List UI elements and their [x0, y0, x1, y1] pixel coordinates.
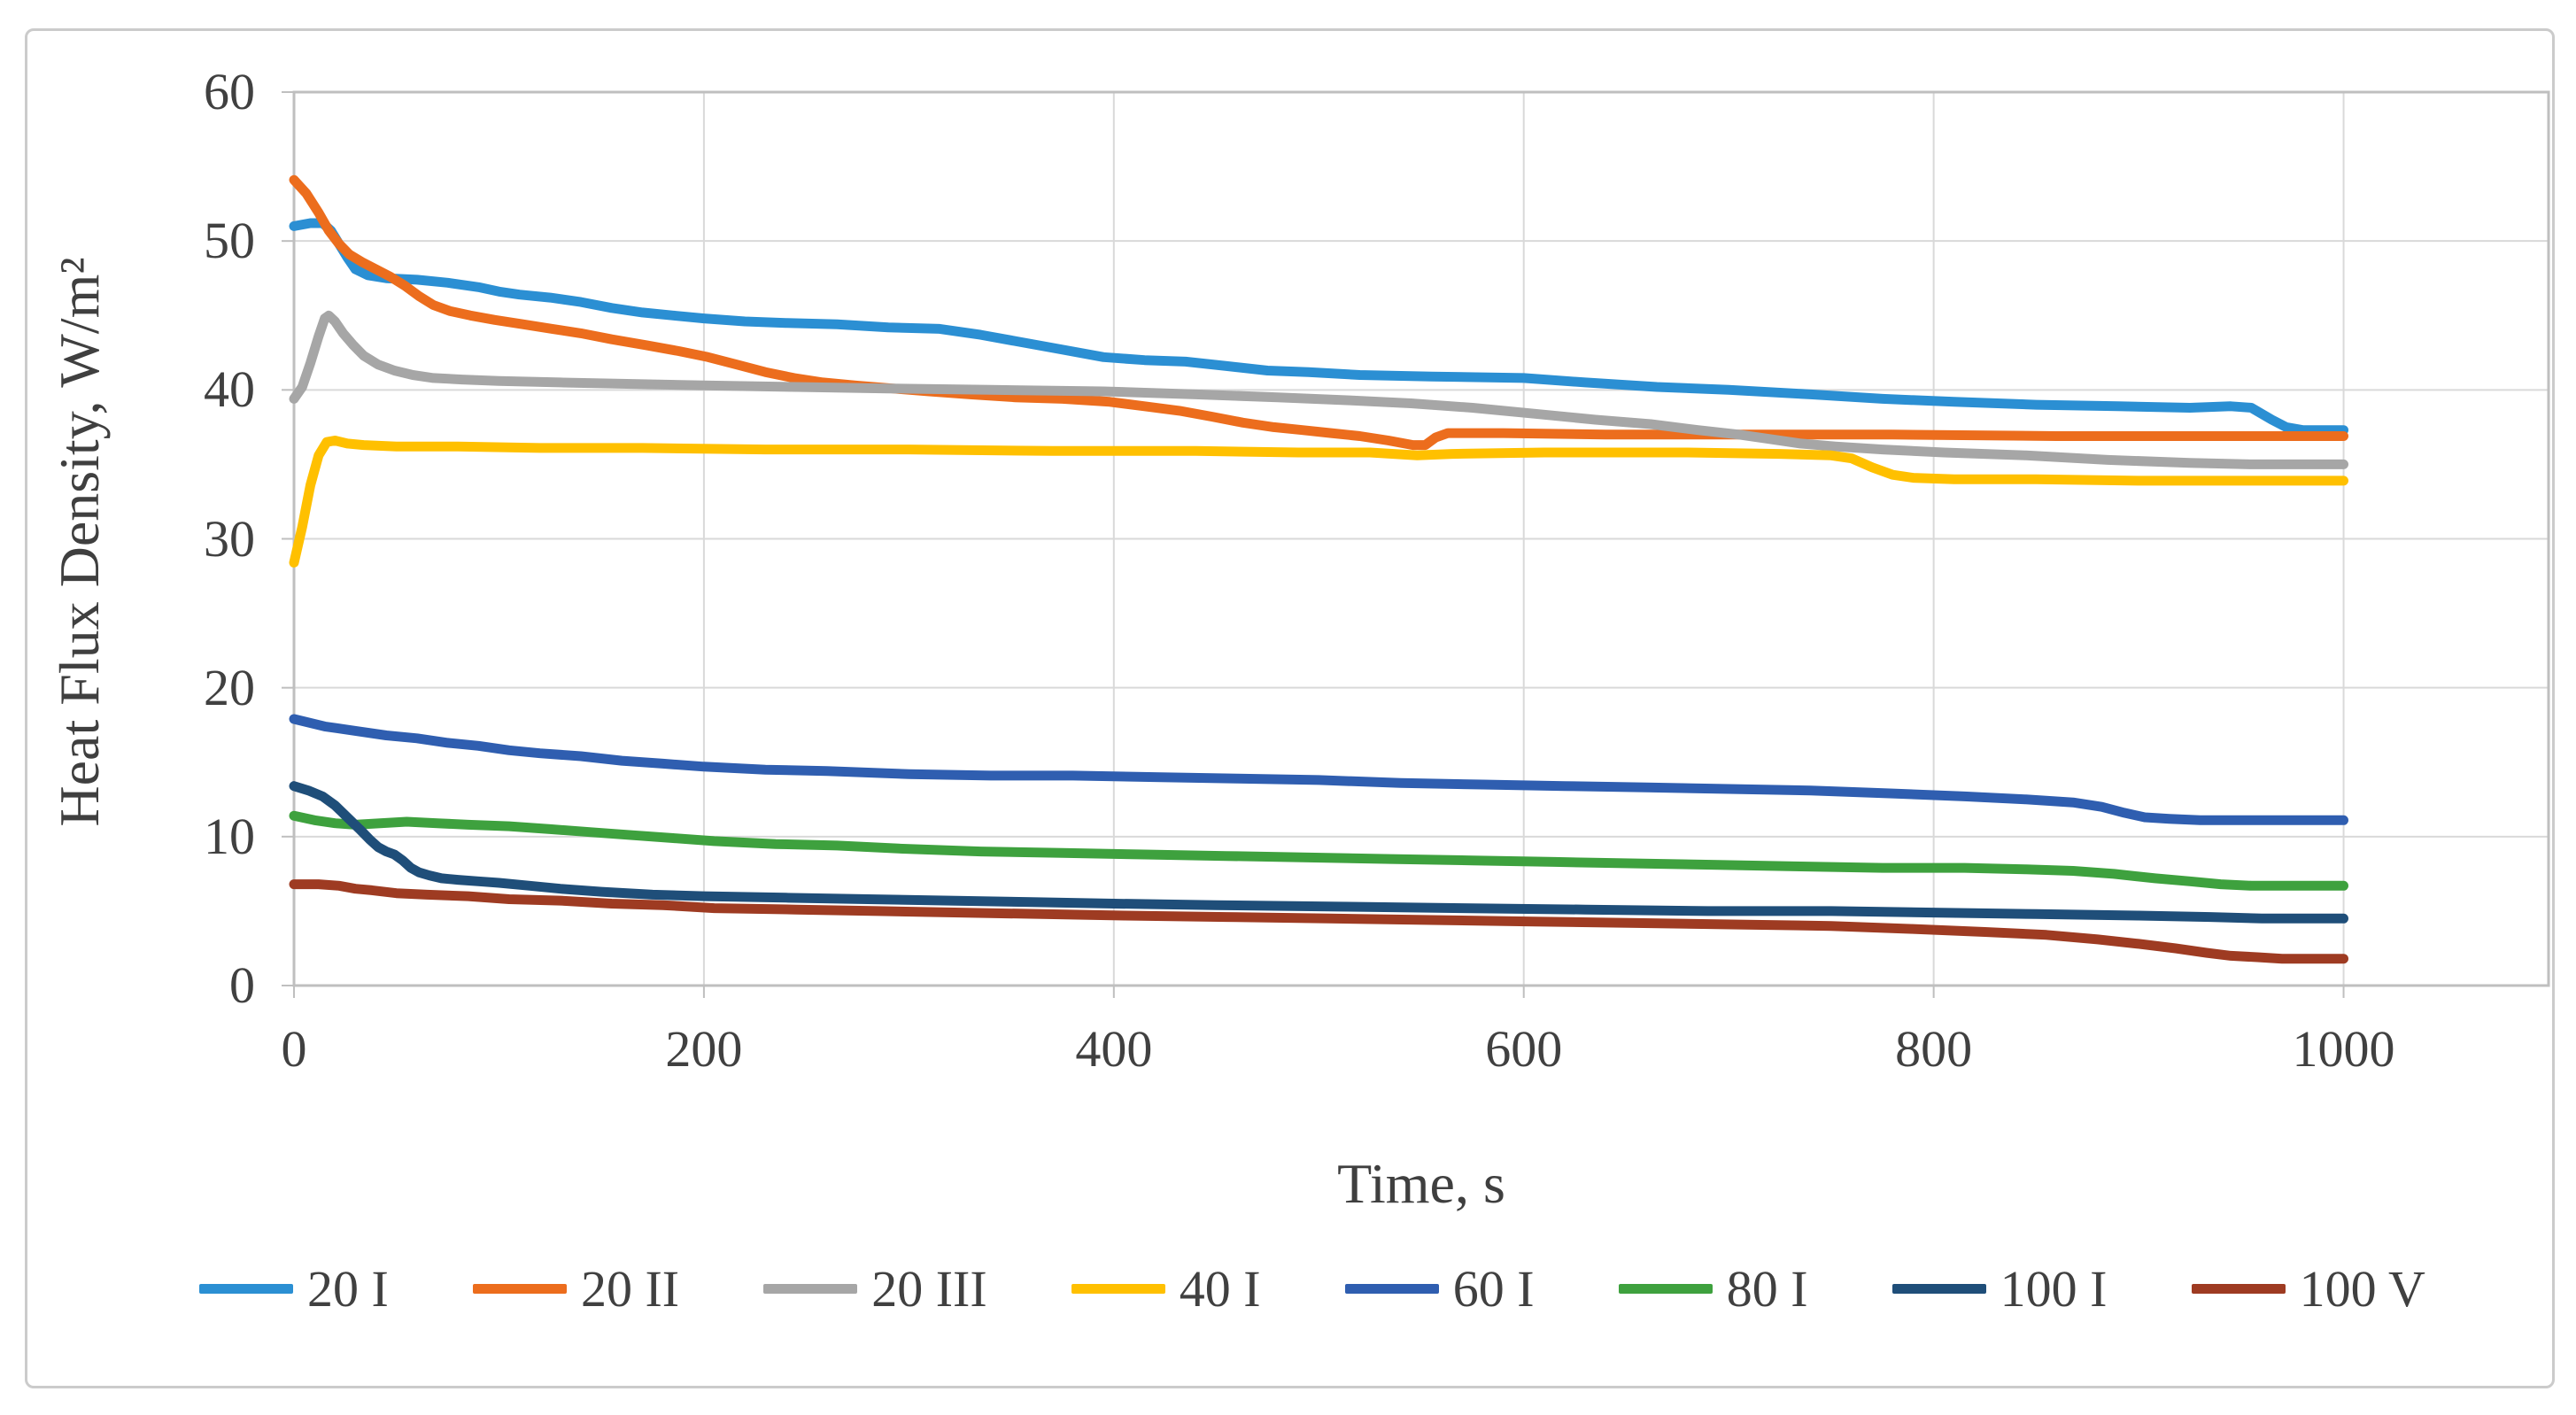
legend-label: 20 II [580, 1259, 680, 1318]
series-line-60-i [289, 714, 2348, 825]
y-tick-label: 60 [204, 63, 255, 120]
legend-item-100-v: 100 V [2191, 1259, 2425, 1318]
chart-legend: 20 I 20 II 20 III 40 I 60 I 80 I 100 I 100 V [199, 1256, 2425, 1321]
legend-swatch [1618, 1283, 1713, 1294]
figure-card [25, 28, 2555, 1388]
legend-swatch [763, 1283, 858, 1294]
series-line-80-i [289, 810, 2348, 891]
series-line-40-i [289, 436, 2348, 568]
legend-label: 100 V [2299, 1259, 2425, 1318]
y-tick-label: 20 [204, 658, 255, 716]
y-axis-title: Heat Flux Density, W/m² [48, 257, 111, 827]
legend-label: 20 I [307, 1259, 389, 1318]
legend-swatch [472, 1283, 567, 1294]
y-tick-label: 0 [229, 956, 255, 1014]
legend-item-20-iii: 20 III [763, 1259, 987, 1318]
legend-swatch [2191, 1283, 2286, 1294]
x-tick-label: 1000 [2292, 1020, 2395, 1078]
x-tick-label: 600 [1485, 1020, 1563, 1078]
y-tick-label: 10 [204, 807, 255, 865]
legend-label: 60 I [1452, 1259, 1535, 1318]
y-tick-label: 30 [204, 509, 255, 568]
x-tick-label: 200 [665, 1020, 743, 1078]
series-line-100-v [289, 879, 2348, 964]
y-tick-label: 40 [204, 360, 255, 419]
x-tick-label: 400 [1075, 1020, 1153, 1078]
legend-label: 80 I [1726, 1259, 1808, 1318]
legend-label: 40 I [1179, 1259, 1261, 1318]
legend-item-20-i: 20 I [199, 1259, 389, 1318]
legend-item-80-i: 80 I [1618, 1259, 1808, 1318]
legend-label: 100 I [2000, 1259, 2108, 1318]
series-line-100-i [289, 781, 2348, 924]
x-tick-label: 0 [281, 1020, 307, 1078]
legend-item-60-i: 60 I [1344, 1259, 1535, 1318]
legend-item-100-i: 100 I [1891, 1259, 2108, 1318]
legend-item-20-ii: 20 II [472, 1259, 680, 1318]
legend-label: 20 III [871, 1259, 987, 1318]
y-tick-label: 50 [204, 212, 255, 270]
series-line-20-iii [289, 310, 2348, 469]
legend-swatch [199, 1283, 293, 1294]
x-tick-label: 800 [1895, 1020, 1973, 1078]
legend-item-40-i: 40 I [1071, 1259, 1261, 1318]
legend-swatch [1344, 1283, 1439, 1294]
x-axis-title: Time, s [1337, 1152, 1505, 1215]
legend-swatch [1071, 1283, 1165, 1294]
legend-swatch [1891, 1283, 1986, 1294]
